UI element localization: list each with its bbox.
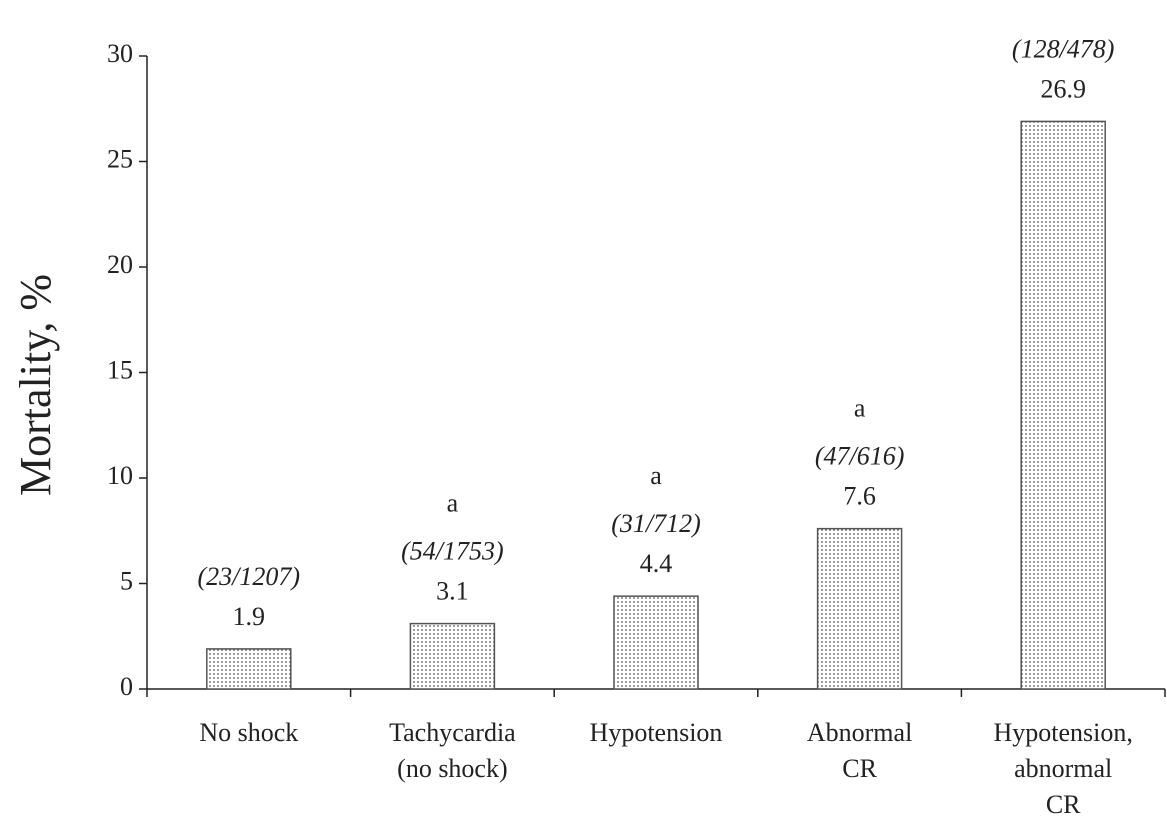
significance-label: a [650,461,662,490]
y-tick-label: 20 [107,250,133,279]
x-tick-label: abnormal [1014,754,1112,783]
significance-label: a [854,394,866,423]
x-tick-label: CR [842,754,877,783]
value-label: 4.4 [640,549,673,578]
y-tick-label: 0 [120,672,133,701]
bar [206,648,292,690]
bar [1020,120,1106,690]
x-tick-label: (no shock) [397,754,507,783]
bar [409,622,496,690]
x-tick-label: No shock [199,718,298,747]
count-label: (23/1207) [198,562,301,591]
bar [816,527,903,690]
y-tick-label: 25 [107,144,133,173]
value-label: 7.6 [843,482,876,511]
y-tick-label: 10 [107,461,133,490]
count-label: (54/1753) [401,537,504,566]
count-label: (31/712) [611,509,701,538]
x-tick-label: Abnormal [807,718,912,747]
y-tick-label: 30 [107,39,133,68]
x-tick-label: Tachycardia [389,718,516,747]
bar [613,595,699,690]
x-tick-label: Hypotension, [994,718,1133,747]
y-axis-label: Mortality, % [11,274,60,496]
value-label: 1.9 [233,602,266,631]
significance-label: a [447,489,459,518]
y-tick-label: 5 [120,566,133,595]
x-tick-label: CR [1046,790,1081,819]
x-tick-label: Hypotension [590,718,723,747]
value-label: 3.1 [436,577,469,606]
count-label: (128/478) [1012,34,1115,63]
count-label: (47/616) [815,442,905,471]
y-tick-label: 15 [107,355,133,384]
value-label: 26.9 [1040,74,1086,103]
